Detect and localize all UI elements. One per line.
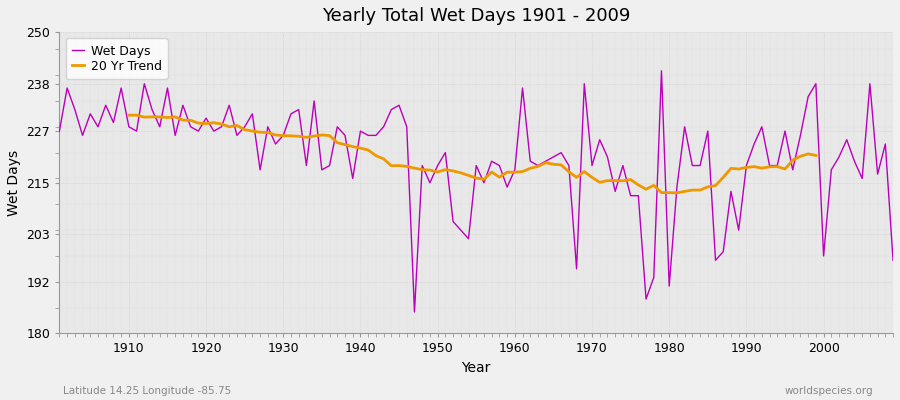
20 Yr Trend [339,142,350,147]
Wet Days [610,189,621,194]
20 Yr Trend [671,190,682,195]
Text: worldspecies.org: worldspecies.org [785,386,873,396]
20 Yr Trend [710,183,721,188]
20 Yr Trend [725,166,736,171]
20 Yr Trend [123,113,134,118]
Wet Days [332,124,343,129]
Legend: Wet Days, 20 Yr Trend: Wet Days, 20 Yr Trend [66,38,168,79]
Line: 20 Yr Trend: 20 Yr Trend [129,115,816,193]
Wet Days [116,86,127,90]
Wet Days [54,129,65,134]
Wet Days [410,310,420,314]
Wet Days [887,258,898,263]
Wet Days [509,168,520,172]
Wet Days [656,68,667,73]
20 Yr Trend [811,153,822,158]
Line: Wet Days: Wet Days [59,71,893,312]
Wet Days [285,112,296,116]
Y-axis label: Wet Days: Wet Days [7,150,21,216]
20 Yr Trend [610,178,621,183]
20 Yr Trend [224,124,235,129]
Wet Days [518,86,528,90]
Text: Latitude 14.25 Longitude -85.75: Latitude 14.25 Longitude -85.75 [63,386,231,396]
Title: Yearly Total Wet Days 1901 - 2009: Yearly Total Wet Days 1901 - 2009 [322,7,630,25]
X-axis label: Year: Year [462,361,490,375]
20 Yr Trend [795,154,806,159]
20 Yr Trend [131,113,142,118]
